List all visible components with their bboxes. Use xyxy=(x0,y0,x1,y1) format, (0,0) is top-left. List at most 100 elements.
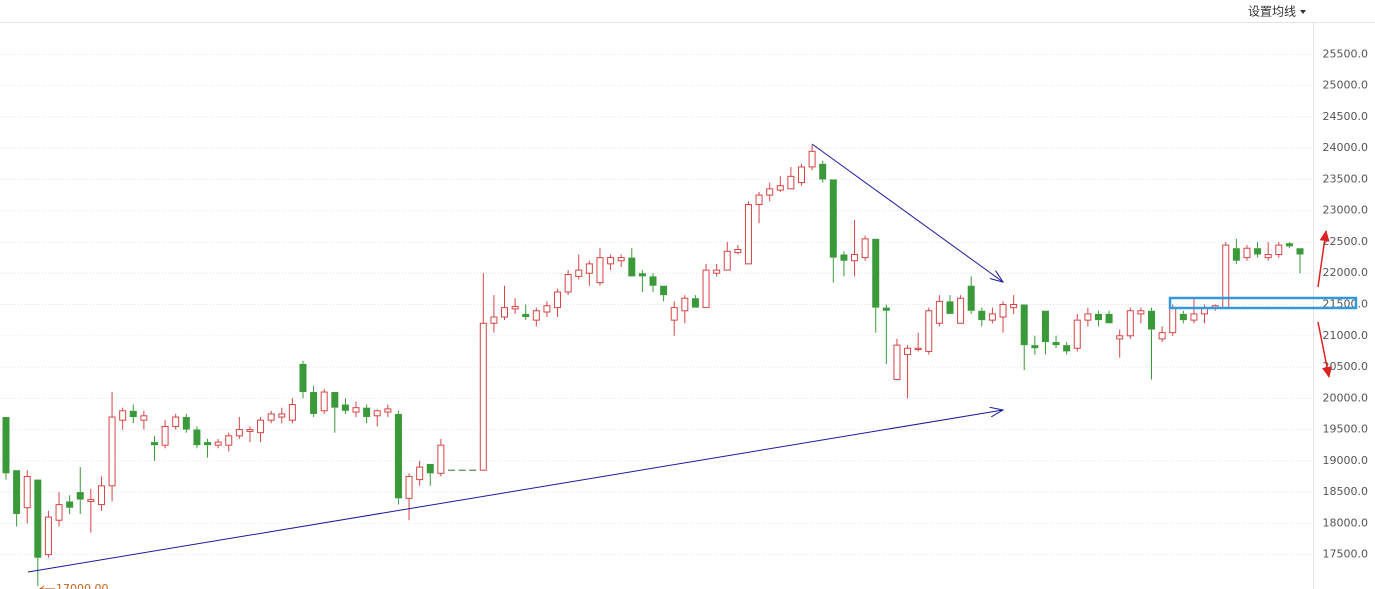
candle xyxy=(2,417,10,480)
candle xyxy=(1232,238,1240,264)
highlight-box xyxy=(1168,296,1358,310)
candle xyxy=(66,495,74,514)
candle xyxy=(1148,307,1156,380)
candle-body xyxy=(744,203,752,265)
candle-body xyxy=(957,297,965,324)
button-label[interactable]: 设置均线 xyxy=(1248,5,1296,19)
candle xyxy=(246,426,254,443)
y-tick-label: 21000.0 xyxy=(1323,329,1369,342)
candle-body xyxy=(278,413,286,418)
candle xyxy=(172,413,180,430)
candle-body xyxy=(204,442,212,446)
candle xyxy=(575,254,583,280)
candle-body xyxy=(257,419,265,434)
candle xyxy=(1116,329,1124,358)
candle xyxy=(193,426,201,449)
candle xyxy=(267,410,275,424)
candle-body xyxy=(288,404,296,421)
candle-body xyxy=(246,429,254,432)
dropdown-caret[interactable] xyxy=(1300,10,1306,14)
candle xyxy=(840,251,848,277)
candle xyxy=(341,398,349,414)
candle-body xyxy=(1063,345,1071,352)
candle xyxy=(564,270,572,296)
y-tick-label: 22000.0 xyxy=(1323,266,1369,279)
candle-body xyxy=(1094,313,1102,321)
candle xyxy=(755,191,763,224)
y-tick-label: 22500.0 xyxy=(1323,235,1369,248)
annotations xyxy=(27,143,1358,573)
min-label: 17000.00 xyxy=(56,582,109,589)
candle xyxy=(1094,310,1102,327)
candle-body xyxy=(787,175,795,190)
candle-body xyxy=(501,307,509,318)
candle xyxy=(501,285,509,321)
candle xyxy=(946,295,954,314)
candle xyxy=(670,301,678,336)
candle-body xyxy=(384,408,392,413)
candle xyxy=(957,295,965,324)
candle xyxy=(182,413,190,433)
candle-body xyxy=(988,313,996,321)
candle xyxy=(882,304,890,364)
candle xyxy=(1254,241,1262,258)
candle xyxy=(150,435,158,461)
candle xyxy=(1190,298,1198,324)
candle xyxy=(140,410,148,430)
candle xyxy=(161,420,169,449)
candle-body xyxy=(405,475,413,499)
candle-body xyxy=(829,179,837,258)
trend-line-up xyxy=(27,410,1003,573)
candle-body xyxy=(1285,243,1293,247)
candle-body xyxy=(129,410,137,418)
candle xyxy=(1158,326,1166,343)
candle-body xyxy=(1031,345,1039,349)
candle xyxy=(893,338,901,381)
candle xyxy=(713,263,721,277)
candle-body xyxy=(373,410,381,417)
candle-body xyxy=(55,504,63,521)
candle xyxy=(278,407,286,424)
candle xyxy=(607,254,615,271)
candle xyxy=(97,476,105,511)
candle-body xyxy=(607,257,615,265)
candle-body xyxy=(596,257,604,284)
candle xyxy=(87,488,95,533)
candle xyxy=(585,260,593,286)
ticks: 17500.0 18000.0 18500.0 19000.0 19500.0 20000… xyxy=(1323,47,1369,560)
candle-body xyxy=(23,475,31,509)
y-tick-label: 24500.0 xyxy=(1323,110,1369,123)
candle-body xyxy=(426,463,434,474)
candle-body xyxy=(1296,248,1304,255)
candle-body xyxy=(1052,342,1060,346)
candle-body xyxy=(819,163,827,180)
candle xyxy=(373,409,381,427)
candle xyxy=(129,404,137,424)
candle xyxy=(1264,241,1272,261)
candle-body xyxy=(893,344,901,381)
candle xyxy=(638,270,646,292)
candle xyxy=(479,273,487,471)
candle-body xyxy=(299,363,307,393)
candle xyxy=(235,417,243,439)
candle xyxy=(34,479,42,586)
candle-body xyxy=(352,407,360,413)
candle-body xyxy=(946,301,954,314)
candle xyxy=(1179,310,1187,324)
candles: 17000.00 xyxy=(2,145,1304,589)
candle xyxy=(978,307,986,327)
toolbar-button[interactable]: 设置均线 xyxy=(1248,5,1306,19)
candle-body xyxy=(66,501,74,508)
candle-body xyxy=(723,250,731,271)
candle-body xyxy=(341,404,349,411)
candle-body xyxy=(1073,319,1081,349)
candle xyxy=(1285,241,1293,249)
candle-body xyxy=(310,392,318,414)
candle-body xyxy=(575,269,583,277)
candle-body xyxy=(935,300,943,324)
candle xyxy=(490,295,498,333)
candle-body xyxy=(87,499,95,502)
candle xyxy=(829,179,837,283)
candle-body xyxy=(1243,247,1251,259)
candle xyxy=(352,401,360,418)
